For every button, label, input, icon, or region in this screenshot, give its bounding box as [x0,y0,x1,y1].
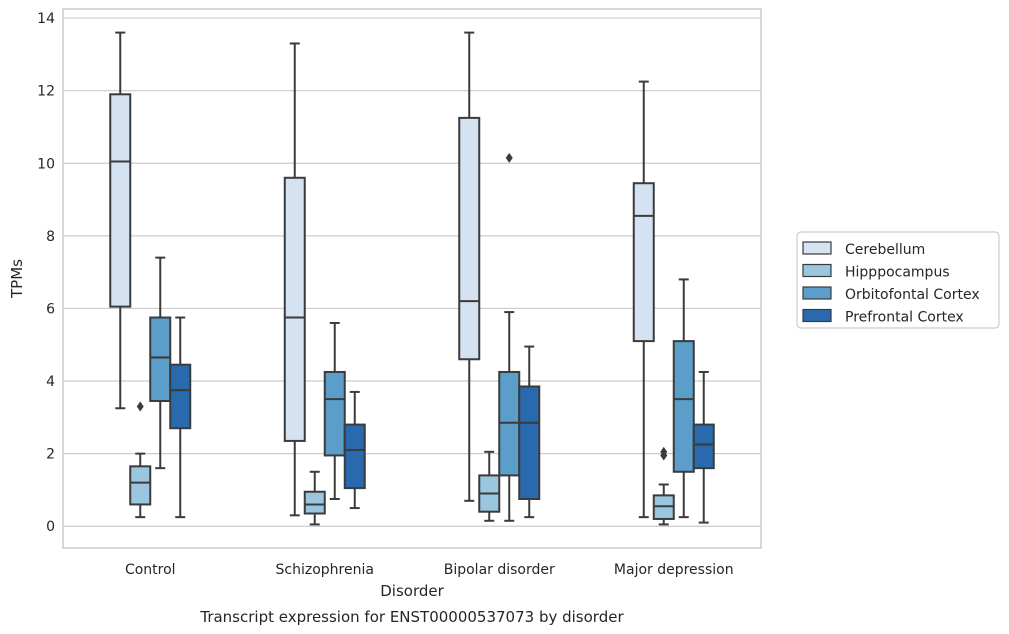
legend-swatch [802,263,832,278]
x-axis: Control Schizophrenia Bipolar disorder Majo… [125,562,734,578]
box-iqr [169,363,192,430]
box-cerebellum-schizophrenia [283,42,306,517]
y-tick-label: 2 [46,447,55,463]
y-axis-title: TPMs [8,259,26,299]
outlier-point [660,450,668,461]
box-cerebellum-control [109,31,132,410]
box-hipppocampus-schizophrenia [303,470,326,526]
box-cerebellum-major-depression [632,80,655,519]
outlier-point [136,401,144,412]
legend: Cerebellum Hipppocampus Orbitofontal Corte… [796,231,1000,329]
box-orbitofontal-cortex-schizophrenia [323,321,346,500]
y-tick-label: 0 [46,519,55,535]
box-orbitofontal-cortex-major-depression [672,278,695,519]
legend-label: Orbitofontal Cortex [845,287,980,303]
box-iqr [149,316,172,403]
box-prefrontal-cortex-bipolar-disorder [518,345,541,519]
y-tick-label: 8 [46,229,55,245]
box-iqr [283,176,306,442]
y-tick-label: 4 [46,374,55,390]
box-cerebellum-bipolar-disorder [458,31,481,502]
legend-swatch [802,241,832,255]
y-tick-label: 6 [46,301,55,317]
x-tick-label: Bipolar disorder [444,562,555,578]
box-prefrontal-cortex-control [169,316,192,519]
box-iqr [303,490,326,515]
x-tick-label: Schizophrenia [276,562,374,578]
plot-frame [62,8,762,549]
legend-label: Hipppocampus [845,265,950,281]
y-tick-label: 12 [37,84,55,100]
box-prefrontal-cortex-major-depression [692,370,715,524]
box-iqr [692,423,715,470]
box-iqr [632,182,655,343]
legend-label: Cerebellum [845,242,925,258]
chart-caption: Transcript expression for ENST0000053707… [199,608,624,626]
box-iqr [518,385,541,500]
legend-label: Prefrontal Cortex [845,310,964,326]
box-hipppocampus-major-depression [652,446,675,526]
box-iqr [458,116,481,361]
legend-swatch [802,286,832,300]
legend-frame [796,231,1000,329]
box-iqr [343,423,366,490]
y-tick-label: 10 [37,156,55,172]
box-prefrontal-cortex-schizophrenia [343,390,366,510]
x-tick-label: Control [125,562,176,578]
grid-lines [63,17,761,527]
box-hipppocampus-control [129,401,152,519]
box-orbitofontal-cortex-bipolar-disorder [498,152,521,522]
box-iqr [323,370,346,457]
box-hipppocampus-bipolar-disorder [478,450,501,522]
y-tick-label: 14 [37,11,55,27]
box-iqr [129,465,152,506]
plot-area [109,31,715,526]
box-orbitofontal-cortex-control [149,256,172,470]
outlier-point [505,152,513,163]
box-iqr [672,340,695,473]
legend-swatch [802,308,832,323]
y-axis: 0 2 4 6 8 10 12 14 [37,11,55,535]
x-tick-label: Major depression [614,562,734,578]
box-iqr [109,93,132,308]
x-axis-title: Disorder [380,582,444,600]
